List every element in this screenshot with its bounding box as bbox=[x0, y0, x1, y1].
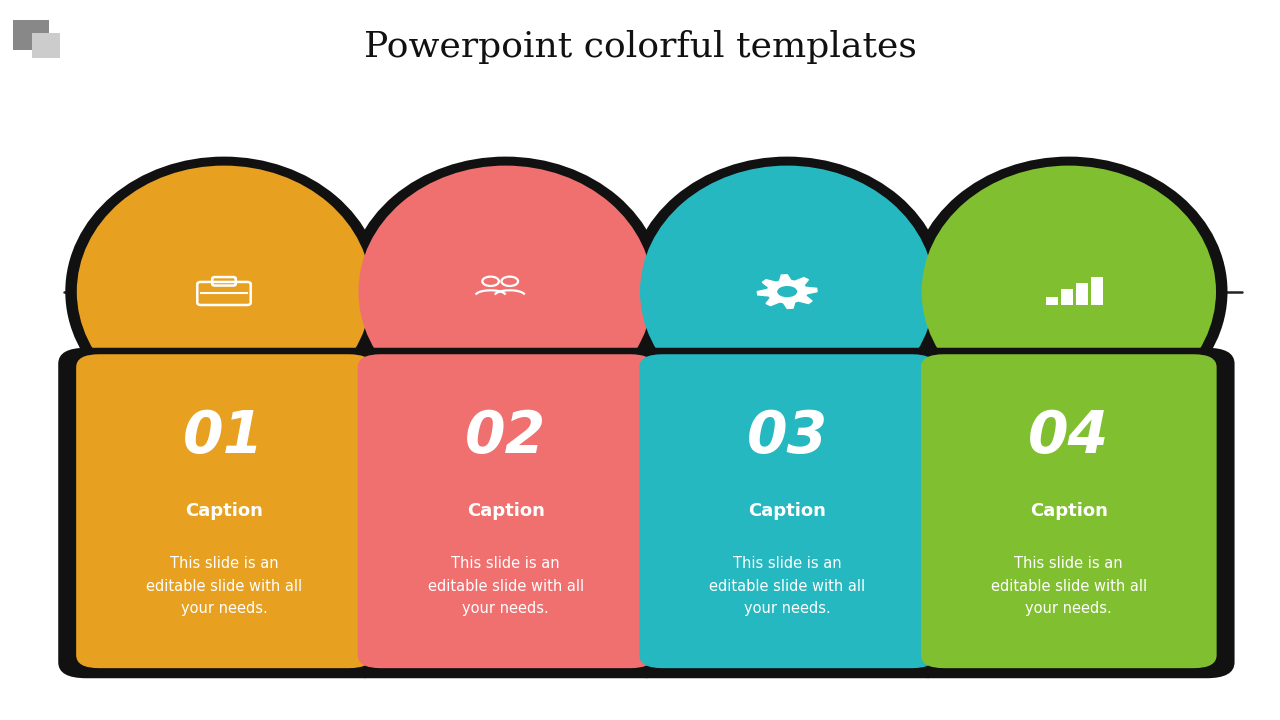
Ellipse shape bbox=[347, 157, 664, 426]
Circle shape bbox=[777, 286, 797, 297]
Text: Powerpoint colorful templates: Powerpoint colorful templates bbox=[364, 30, 916, 64]
Text: This slide is an
editable slide with all
your needs.: This slide is an editable slide with all… bbox=[146, 557, 302, 616]
Ellipse shape bbox=[65, 157, 383, 426]
FancyBboxPatch shape bbox=[1046, 297, 1059, 305]
Text: This slide is an
editable slide with all
your needs.: This slide is an editable slide with all… bbox=[709, 557, 865, 616]
FancyBboxPatch shape bbox=[639, 354, 934, 668]
Ellipse shape bbox=[627, 274, 666, 309]
Ellipse shape bbox=[358, 166, 653, 418]
Text: 04: 04 bbox=[1028, 408, 1110, 465]
Text: Caption: Caption bbox=[749, 503, 826, 520]
Ellipse shape bbox=[77, 166, 371, 418]
FancyBboxPatch shape bbox=[922, 354, 1216, 668]
FancyBboxPatch shape bbox=[622, 348, 952, 678]
FancyBboxPatch shape bbox=[58, 348, 389, 678]
FancyBboxPatch shape bbox=[32, 33, 60, 58]
Text: Caption: Caption bbox=[186, 503, 262, 520]
FancyBboxPatch shape bbox=[1091, 277, 1103, 305]
Text: Caption: Caption bbox=[1030, 503, 1107, 520]
FancyBboxPatch shape bbox=[358, 354, 653, 668]
Ellipse shape bbox=[909, 274, 947, 309]
Text: Caption: Caption bbox=[467, 503, 544, 520]
Text: 01: 01 bbox=[183, 408, 265, 465]
Ellipse shape bbox=[910, 157, 1228, 426]
Text: 03: 03 bbox=[746, 408, 828, 465]
FancyBboxPatch shape bbox=[1075, 284, 1088, 305]
Text: This slide is an
editable slide with all
your needs.: This slide is an editable slide with all… bbox=[991, 557, 1147, 616]
FancyBboxPatch shape bbox=[1061, 289, 1073, 305]
FancyBboxPatch shape bbox=[902, 348, 1234, 678]
Ellipse shape bbox=[922, 166, 1216, 418]
Ellipse shape bbox=[640, 166, 934, 418]
FancyBboxPatch shape bbox=[13, 20, 49, 50]
FancyBboxPatch shape bbox=[339, 348, 671, 678]
Text: This slide is an
editable slide with all
your needs.: This slide is an editable slide with all… bbox=[428, 557, 584, 616]
Ellipse shape bbox=[628, 157, 946, 426]
Polygon shape bbox=[758, 275, 817, 308]
Ellipse shape bbox=[346, 274, 384, 309]
FancyBboxPatch shape bbox=[76, 354, 371, 668]
Text: 02: 02 bbox=[465, 408, 547, 465]
